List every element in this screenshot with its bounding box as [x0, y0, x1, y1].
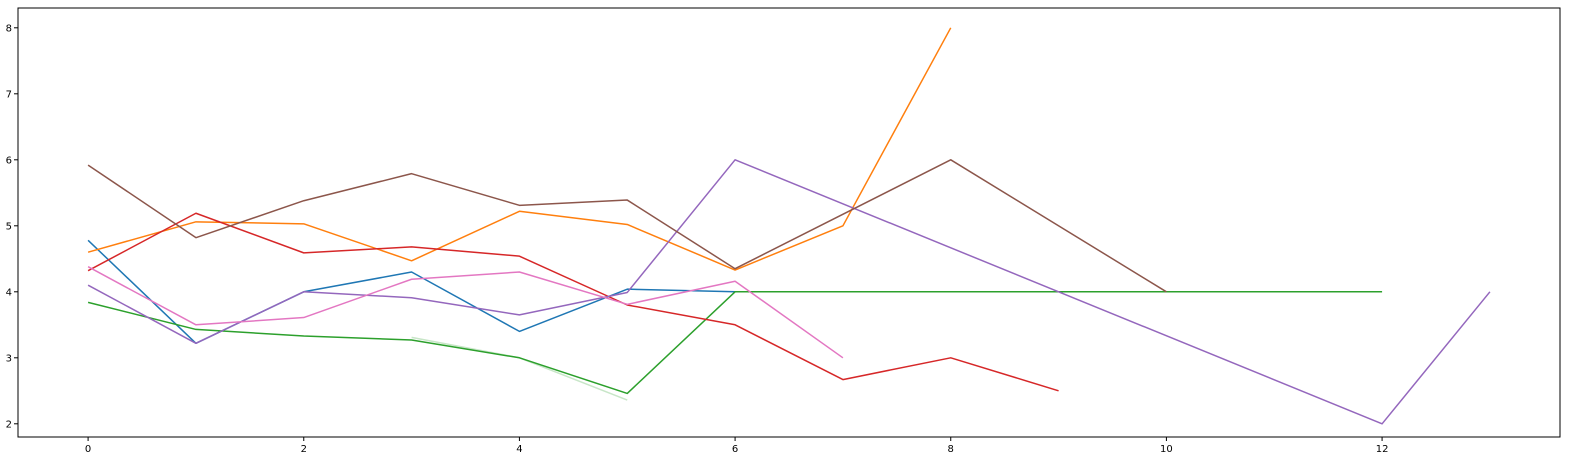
series-layer	[87, 27, 1491, 425]
series-line-5	[87, 159, 1491, 425]
x-tick-label: 2	[301, 444, 307, 455]
series-line-1	[87, 239, 736, 345]
series-line-3	[87, 291, 1383, 395]
series-line-7	[87, 266, 844, 359]
y-tick-label: 6	[6, 155, 12, 166]
y-tick-label: 8	[6, 23, 12, 34]
axes-layer: 0 2 4 6 8 10 12 2 3 4 5 6 7 8	[6, 7, 1561, 455]
x-tick-label: 12	[1376, 444, 1389, 455]
y-tick-label: 2	[6, 419, 12, 430]
x-tick-label: 6	[732, 444, 738, 455]
x-tick-label: 4	[516, 444, 522, 455]
series-line-6	[87, 159, 1167, 293]
y-tick-label: 7	[6, 89, 12, 100]
y-tick-label: 5	[6, 221, 12, 232]
x-tick-label: 10	[1160, 444, 1173, 455]
series-line-4	[87, 212, 1059, 392]
plot-frame	[17, 7, 1561, 438]
y-tick-label: 3	[6, 353, 12, 364]
x-tick-label: 8	[948, 444, 954, 455]
series-line-2	[87, 27, 952, 271]
series-line-8	[411, 336, 628, 401]
y-tick-label: 4	[6, 287, 12, 298]
x-tick-label: 0	[85, 444, 91, 455]
